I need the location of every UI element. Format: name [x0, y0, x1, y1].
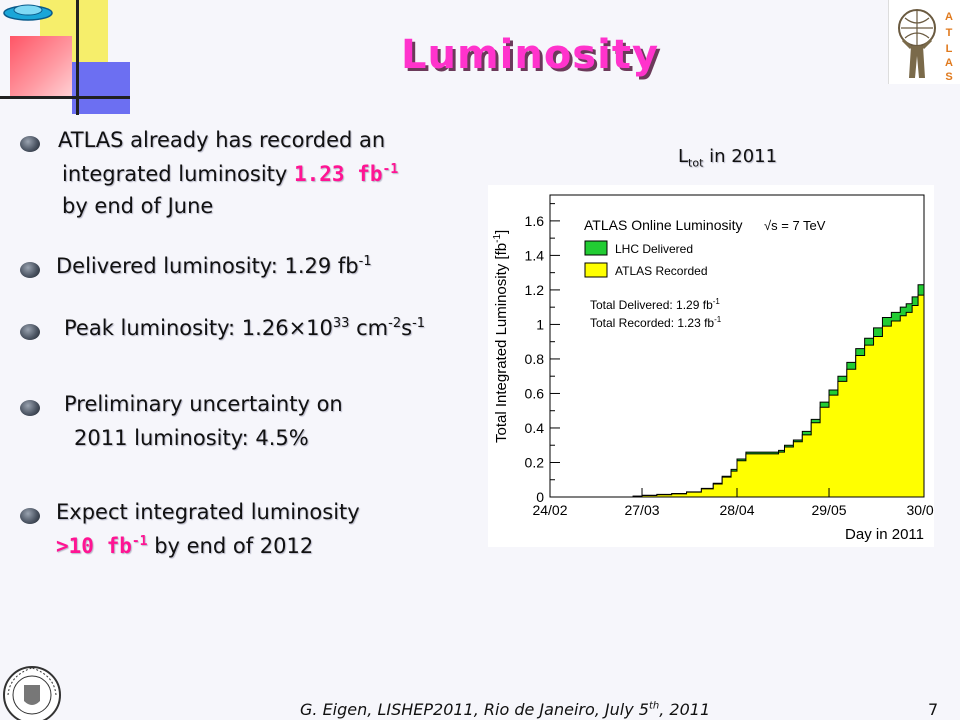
decor-red-block [10, 36, 72, 96]
bullet-peak-mid: 10 [306, 316, 333, 340]
bullet-peak-sup2: -2 [388, 316, 402, 331]
y-tick-label: 0.6 [525, 385, 545, 401]
bullet-recorded-line3: by end of June [62, 194, 214, 218]
slide-title: Luminosity [400, 32, 660, 78]
footer-post: , 2011 [659, 700, 711, 719]
svg-text:A: A [945, 11, 953, 23]
x-tick-label: 29/05 [811, 502, 846, 518]
legend-delivered-label: LHC Delivered [615, 242, 693, 256]
y-tick-label: 0.4 [525, 420, 545, 436]
chart-ylabel: Total Integrated Luminosity [fb-1] [492, 230, 510, 443]
legend-recorded-swatch [584, 262, 608, 278]
bullet-delivered-text: Delivered luminosity: 1.29 fb-1 [56, 254, 372, 278]
bullet-recorded-line2-pre: integrated luminosity [62, 162, 294, 186]
chart-caption: Ltot in 2011 [678, 146, 777, 170]
bullet-icon [20, 262, 40, 278]
decor-horizontal-line [0, 96, 130, 99]
bullet-uncertainty-line2: 2011 luminosity: 4.5% [74, 426, 309, 450]
footer-text: G. Eigen, LISHEP2011, Rio de Janeiro, Ju… [300, 700, 710, 719]
chart-caption-post: in 2011 [703, 146, 778, 167]
x-tick-label: 28/04 [719, 502, 754, 518]
bullet-recorded-highlight: 1.23 fb-1 [294, 162, 398, 186]
chart-ylabel-text: Total Integrated Luminosity [fb [493, 243, 510, 443]
legend-energy: √s = 7 TeV [764, 218, 826, 233]
y-tick-label: 1 [536, 316, 544, 332]
bullet-icon [20, 324, 40, 340]
bullet-expect-sup: -1 [131, 534, 148, 549]
footer-sup: th [648, 700, 660, 712]
x-tick-label: 27/03 [624, 502, 659, 518]
y-tick-label: 0.8 [525, 351, 545, 367]
page-number: 7 [928, 700, 939, 719]
y-tick-label: 1.2 [525, 282, 545, 298]
svg-text:T: T [946, 27, 953, 39]
bullet-recorded-line2: integrated luminosity 1.23 fb-1 [62, 162, 398, 186]
bullet-peak-pre: Peak luminosity: 1.26 [64, 316, 289, 340]
bullet-icon [20, 508, 40, 524]
chart-ylabel-close: ] [493, 230, 510, 234]
bullet-expect-post: by end of 2012 [147, 534, 314, 558]
chart-legend: ATLAS Online Luminosity √s = 7 TeV LHC D… [584, 217, 826, 330]
y-tick-label: 0 [536, 489, 544, 505]
decor-vertical-line [76, 0, 79, 115]
annotation-delivered-sup: -1 [713, 297, 721, 306]
footer-main: G. Eigen, LISHEP2011, Rio de Janeiro, Ju… [300, 700, 649, 719]
bullet-peak-sup1: 33 [332, 316, 350, 331]
y-tick-label: 0.2 [525, 454, 545, 470]
svg-text:L: L [946, 43, 953, 55]
bullet-peak-sup3: -1 [412, 316, 426, 331]
x-tick-label: 30/06 [906, 502, 934, 518]
decor-blue-block [72, 62, 130, 114]
chart-axes: 0 0.2 0.4 0.6 0.8 1 1.2 1.4 1.6 24/02 27/03 28/04 29… [525, 194, 942, 518]
y-tick-label: 1.6 [525, 213, 545, 229]
series-area-recorded [550, 284, 925, 498]
bullet-expect-highlight: >10 fb-1 [56, 534, 148, 558]
annotation-delivered-text: Total Delivered: 1.29 fb [590, 298, 713, 312]
luminosity-chart-svg: 0 0.2 0.4 0.6 0.8 1 1.2 1.4 1.6 24/02 27/03 28/04 29… [492, 194, 942, 543]
legend-delivered-swatch [584, 240, 608, 256]
bullet-icon [20, 400, 40, 416]
chart-areas [550, 274, 925, 498]
bullet-peak-times: × [288, 316, 307, 340]
bullet-peak-unit2: s [401, 316, 413, 340]
luminosity-chart: 0 0.2 0.4 0.6 0.8 1 1.2 1.4 1.6 24/02 27/03 28/04 29… [488, 185, 942, 547]
bullet-uncertainty-line1: Preliminary uncertainty on [64, 392, 343, 416]
atlas-logo-icon: A T L A S [888, 0, 960, 84]
svg-text:A: A [945, 57, 953, 69]
chart-ylabel-sup: -1 [492, 234, 503, 243]
y-tick-label: 1.4 [525, 247, 545, 263]
legend-recorded-label: ATLAS Recorded [615, 264, 708, 278]
annotation-recorded-text: Total Recorded: 1.23 fb [590, 316, 714, 330]
legend-title: ATLAS Online Luminosity [584, 217, 742, 233]
university-seal-icon [3, 666, 61, 720]
bullet-recorded-value: 1.23 fb [294, 162, 383, 186]
bullet-recorded-line1: ATLAS already has recorded an [58, 128, 386, 152]
svg-text:S: S [945, 71, 952, 83]
chart-caption-pre: L [678, 146, 689, 167]
bullet-delivered-label: Delivered luminosity: 1.29 fb [56, 254, 359, 278]
annotation-recorded: Total Recorded: 1.23 fb-1 [590, 315, 722, 330]
bullet-expect-line2: >10 fb-1 by end of 2012 [56, 534, 313, 558]
bullet-recorded-sup: -1 [382, 162, 399, 177]
bullet-expect-line1: Expect integrated luminosity [56, 500, 360, 524]
bullet-peak-text: Peak luminosity: 1.26×1033 cm-2s-1 [64, 316, 425, 340]
bullet-expect-value: >10 fb [56, 534, 132, 558]
bullet-peak-unit1: cm [349, 316, 389, 340]
annotation-delivered: Total Delivered: 1.29 fb-1 [590, 297, 720, 312]
chart-caption-sub: tot [688, 156, 704, 170]
chart-xlabel: Day in 2011 [845, 526, 924, 543]
nav-back-icon[interactable] [0, 0, 60, 22]
x-tick-label: 24/02 [532, 502, 567, 518]
bullet-delivered-sup: -1 [358, 254, 372, 269]
annotation-recorded-sup: -1 [714, 315, 722, 324]
bullet-icon [20, 136, 40, 152]
